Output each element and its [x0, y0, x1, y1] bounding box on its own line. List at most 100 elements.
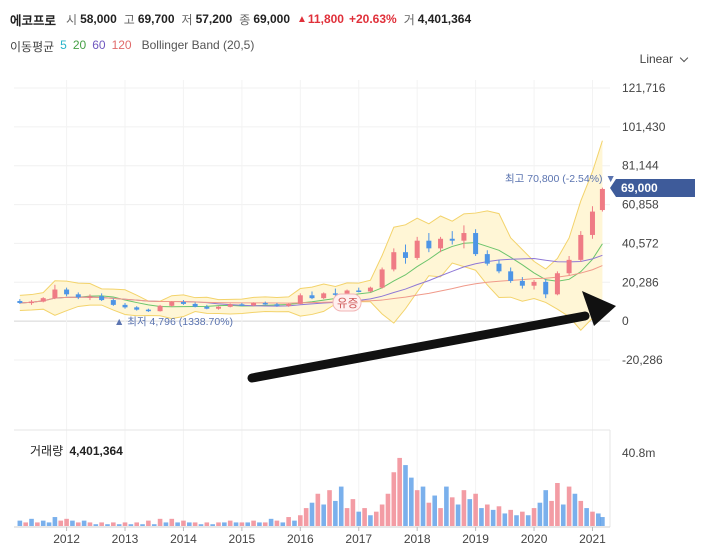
- volume-bar: [566, 486, 572, 526]
- volume-bar: [29, 518, 34, 526]
- candle-body: [519, 280, 525, 286]
- x-tick-label: 2020: [521, 532, 548, 546]
- candle-body: [29, 301, 35, 304]
- y-tick-label: 81,144: [622, 159, 659, 173]
- volume-bar: [192, 522, 198, 526]
- volume-bar: [157, 518, 163, 526]
- lowest-price-annotation: ▲ 최저 4,796 (1338.70%): [114, 316, 233, 328]
- candle-body: [40, 298, 46, 302]
- ma60-toggle[interactable]: 60: [92, 38, 106, 52]
- candle-body: [216, 306, 222, 309]
- volume-bar: [140, 524, 145, 526]
- volume-bar: [578, 500, 584, 526]
- volume-bar: [514, 515, 519, 526]
- volume-label: 거: [403, 12, 415, 27]
- x-tick-label: 2015: [229, 532, 256, 546]
- last-price-label: 69,000: [621, 181, 658, 195]
- volume-bar: [531, 508, 537, 526]
- candle-body: [589, 211, 595, 235]
- volume-bar: [373, 511, 379, 526]
- candle-body: [379, 269, 385, 288]
- candle-body: [356, 290, 362, 292]
- volume-bar: [379, 504, 385, 526]
- volume-bar: [309, 502, 315, 526]
- volume-bar: [555, 483, 560, 526]
- volume-bar: [409, 477, 414, 526]
- volume-bar: [40, 520, 46, 526]
- volume-bar: [502, 513, 508, 526]
- ma20-toggle[interactable]: 20: [72, 38, 87, 52]
- volume-bar: [444, 486, 449, 526]
- volume-bar: [210, 524, 215, 526]
- y-tick-label: 20,286: [622, 275, 659, 289]
- volume-bar: [426, 502, 432, 526]
- volume-bar: [169, 518, 175, 526]
- candle-body: [484, 254, 490, 264]
- candle-body: [192, 303, 198, 307]
- low-label: 저: [181, 12, 193, 27]
- candle-body: [309, 295, 315, 299]
- ma20-line: [19, 242, 603, 308]
- volume-bar: [298, 515, 303, 526]
- volume-bar: [479, 508, 484, 526]
- volume-bar: [105, 524, 110, 526]
- annotation-arrow-shaft: [247, 311, 590, 383]
- open-label: 시: [66, 12, 78, 27]
- ma120-toggle[interactable]: 120: [111, 38, 132, 52]
- high-label: 고: [123, 12, 135, 27]
- scale-select[interactable]: Linear: [640, 52, 689, 66]
- volume-bar: [455, 504, 461, 526]
- close-value: 69,000: [253, 12, 291, 26]
- candle-body: [134, 307, 140, 310]
- volume-bar: [163, 522, 169, 526]
- candle-body: [426, 240, 432, 249]
- candle-body: [262, 302, 268, 305]
- ma5-toggle[interactable]: 5: [60, 38, 67, 52]
- candle-body: [531, 281, 537, 286]
- volume-bar: [525, 515, 531, 526]
- event-badge-label: 유증: [337, 297, 358, 310]
- volume-bar: [181, 520, 186, 526]
- x-tick-label: 2019: [462, 532, 489, 546]
- y-tick-label: 121,716: [622, 81, 666, 95]
- volume-bar: [572, 493, 578, 526]
- candle-body: [286, 303, 292, 306]
- y-tick-label: 60,858: [622, 198, 659, 212]
- volume-bar: [303, 508, 309, 526]
- moving-average-label[interactable]: 이동평균: [10, 40, 55, 54]
- change-percent: +20.63%: [348, 12, 397, 26]
- volume-bar: [35, 522, 40, 526]
- open-value: 58,000: [80, 12, 117, 26]
- volume-value: 4,401,364: [417, 12, 472, 26]
- bollinger-toggle[interactable]: Bollinger Band (20,5): [141, 38, 255, 52]
- candle-body: [64, 289, 70, 295]
- candle-body: [599, 188, 605, 211]
- candle-body: [578, 234, 584, 260]
- volume-bar: [99, 522, 104, 526]
- candle-body: [180, 301, 186, 304]
- volume-bar: [484, 504, 490, 526]
- x-tick-label: 2018: [404, 532, 431, 546]
- volume-bar: [362, 508, 367, 526]
- volume-bar: [344, 508, 350, 526]
- volume-bar: [432, 495, 438, 526]
- volume-bar: [239, 522, 245, 526]
- volume-bar: [596, 513, 601, 526]
- volume-bar: [204, 522, 210, 526]
- event-badge: [332, 293, 362, 312]
- candle-body: [110, 300, 116, 305]
- volume-bar: [368, 515, 373, 526]
- indicator-legend: 이동평균 5 20 60 120 Bollinger Band (20,5): [10, 38, 260, 55]
- volume-bar: [257, 522, 262, 526]
- candle-body: [87, 296, 93, 298]
- volume-bar: [292, 520, 297, 526]
- volume-bar: [449, 497, 455, 526]
- volume-bar: [233, 522, 239, 526]
- volume-bar: [222, 522, 227, 526]
- low-value: 57,200: [195, 12, 233, 26]
- bollinger-band-area: [19, 140, 603, 331]
- x-tick-label: 2012: [53, 532, 80, 546]
- y-tick-label: 101,430: [622, 120, 666, 134]
- volume-bar: [350, 499, 356, 526]
